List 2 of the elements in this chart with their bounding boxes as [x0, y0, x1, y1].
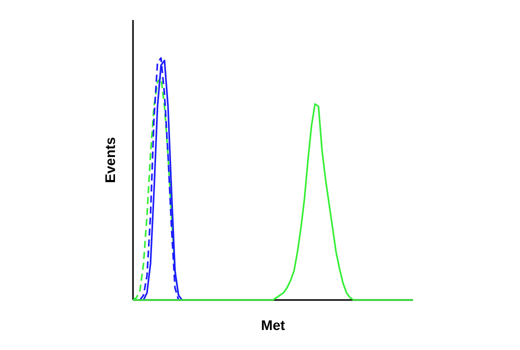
y-axis-title: Events [102, 136, 118, 183]
x-axis-title: Met [260, 317, 286, 333]
